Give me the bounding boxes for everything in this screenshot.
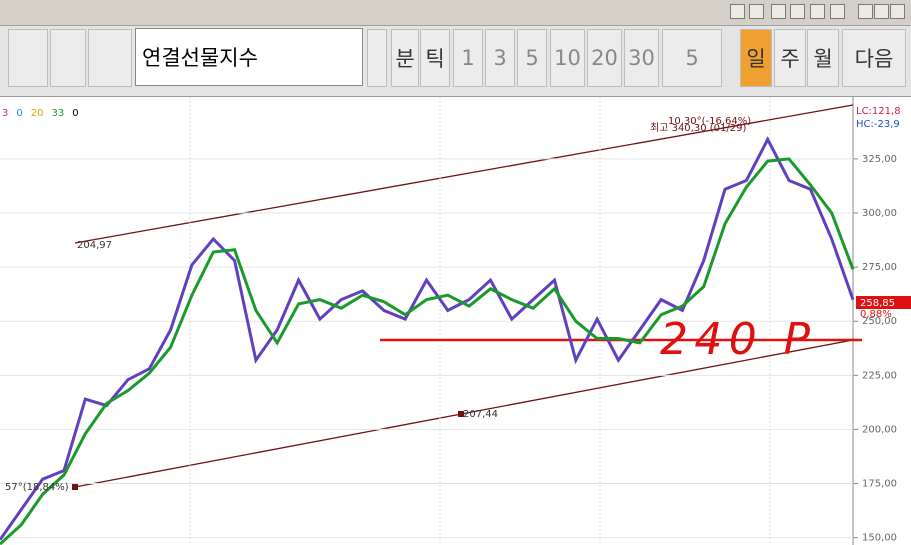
trend-line xyxy=(74,104,854,244)
annotation: 10,30°(-16,64%) xyxy=(668,116,751,127)
annotation: 최고 340,30 (01/29) xyxy=(650,122,746,134)
period-button[interactable]: 30 xyxy=(624,29,659,87)
period-button[interactable]: 월 xyxy=(807,29,839,87)
annotation: LC:121,8 xyxy=(856,106,901,117)
y-tick-label: 200,00 xyxy=(862,424,897,435)
icon[interactable] xyxy=(790,4,805,19)
symbol-input[interactable]: 연결선물지수 xyxy=(135,28,363,86)
period-button[interactable]: 20 xyxy=(587,29,622,87)
y-tick-label: 300,00 xyxy=(862,208,897,219)
tool-button[interactable] xyxy=(8,29,48,87)
icon[interactable] xyxy=(730,4,745,19)
annotation: 258,85 xyxy=(860,298,895,309)
annotation: 207,44 xyxy=(463,409,498,420)
price-line xyxy=(0,136,855,541)
annotation: HC:-23,9 xyxy=(856,119,900,130)
chart: 150,00175,00200,00225,00250,00275,00300,… xyxy=(0,97,911,545)
legend-entry: 33 xyxy=(51,108,64,119)
annotation: 57°(18,84%) xyxy=(5,482,69,493)
title-bar xyxy=(0,0,911,26)
annotation: 0,88% xyxy=(860,309,892,320)
period-button[interactable]: 3 xyxy=(485,29,515,87)
period-button[interactable]: 주 xyxy=(774,29,806,87)
tool-button[interactable] xyxy=(88,29,132,87)
tool-button[interactable] xyxy=(50,29,86,87)
period-button[interactable]: 10 xyxy=(550,29,585,87)
close[interactable] xyxy=(890,4,905,19)
annotation: 204,97 xyxy=(77,240,112,251)
legend-entry: 0 xyxy=(16,108,22,119)
icon[interactable] xyxy=(830,4,845,19)
minimize[interactable] xyxy=(858,4,873,19)
period-button[interactable]: 틱 xyxy=(420,29,450,87)
period-button[interactable] xyxy=(367,29,387,87)
y-tick-label: 325,00 xyxy=(862,154,897,165)
y-tick-label: 250,00 xyxy=(862,316,897,327)
legend-entry: 20 xyxy=(31,108,44,119)
legend-entry: 0 xyxy=(72,108,78,119)
period-button[interactable]: 1 xyxy=(453,29,483,87)
icon[interactable] xyxy=(810,4,825,19)
annotation: 240 P xyxy=(660,314,810,365)
y-tick-label: 150,00 xyxy=(862,533,897,544)
handle xyxy=(72,484,78,490)
y-tick-label: 225,00 xyxy=(862,370,897,381)
period-button[interactable]: 5 xyxy=(662,29,722,87)
period-button[interactable]: 5 xyxy=(517,29,547,87)
icon[interactable] xyxy=(749,4,764,19)
legend-entry: 3 xyxy=(2,108,8,119)
period-button[interactable]: 일 xyxy=(740,29,772,87)
y-tick-label: 275,00 xyxy=(862,262,897,273)
period-button[interactable]: 분 xyxy=(391,29,419,87)
price-line xyxy=(0,157,855,545)
y-tick-label: 175,00 xyxy=(862,479,897,490)
icon[interactable] xyxy=(771,4,786,19)
handle xyxy=(458,411,464,417)
maximize[interactable] xyxy=(874,4,889,19)
period-button[interactable]: 다음 xyxy=(842,29,906,87)
toolbar: 연결선물지수 분 틱 1 3 5 10 20 30 5 일 주 월 다음 xyxy=(0,26,911,97)
last-price-box xyxy=(856,296,911,309)
